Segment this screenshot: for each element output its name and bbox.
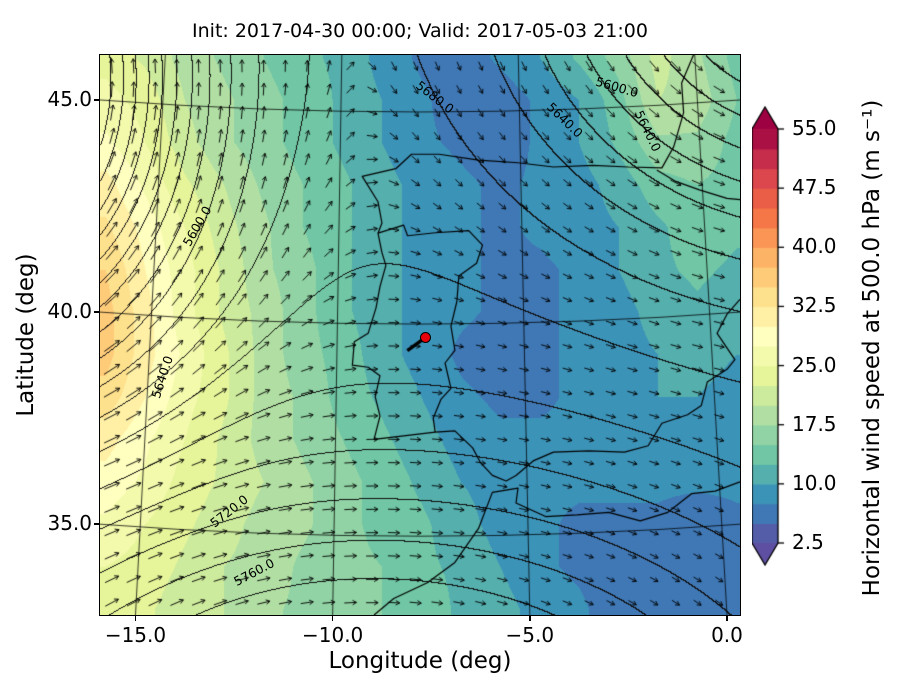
plot-title: Init: 2017-04-30 00:00; Valid: 2017-05-0… (192, 20, 648, 42)
colorbar-tick-label: 10.0 (792, 470, 837, 495)
x-tick-label: 0.0 (711, 623, 743, 647)
x-tick-mark (331, 615, 334, 621)
colorbar-tick-label: 25.0 (792, 352, 837, 377)
x-tick-label: −15.0 (104, 623, 167, 647)
x-tick-mark (529, 615, 531, 621)
colorbar-tick-label: 32.5 (792, 293, 837, 318)
x-tick-mark (134, 615, 137, 621)
x-tick-label: −5.0 (505, 623, 555, 647)
colorbar-tick-label: 40.0 (792, 234, 837, 259)
colorbar-tick-label: 17.5 (792, 411, 837, 436)
x-axis-label: Longitude (deg) (328, 648, 512, 674)
y-tick-label: 45.0 (47, 86, 92, 111)
colorbar-tick-label: 55.0 (792, 116, 837, 140)
colorbar-label: Horizontal wind speed at 500.0 hPa (m s⁻… (859, 99, 885, 597)
y-tick-label: 40.0 (47, 299, 92, 324)
colorbar-canvas (752, 105, 786, 575)
y-axis-label: Latitude (deg) (13, 253, 39, 417)
y-tick-label: 35.0 (47, 511, 92, 536)
colorbar-tick-label: 2.5 (792, 530, 824, 554)
x-tick-label: −10.0 (301, 623, 364, 647)
colorbar-tick-label: 47.5 (792, 175, 837, 200)
map-canvas (100, 55, 740, 615)
x-tick-mark (726, 615, 728, 621)
